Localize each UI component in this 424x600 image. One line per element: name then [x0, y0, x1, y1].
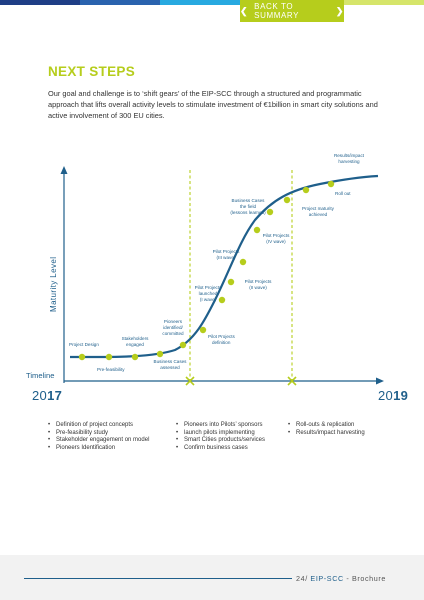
label-pilot-iv-line2: (IV wave) [266, 239, 286, 244]
year-end-suffix: 19 [393, 388, 409, 403]
page-title: NEXT STEPS [48, 64, 136, 79]
label-project-maturity-line1: Project maturity [302, 206, 335, 211]
footer-brand: EIP-SCC [310, 574, 344, 583]
top-bar-segment-2 [80, 0, 160, 5]
label-business-cases-assessed-line1: Business Cases [154, 359, 188, 364]
list-item: Pre-feasibility study [48, 430, 170, 438]
list-item: Smart Cities products/services [176, 437, 288, 445]
label-pilot-iii-line2: (III wave) [217, 255, 236, 260]
label-pioneers-line2: identified/ [163, 325, 183, 330]
label-bc-field-line2: the field [240, 204, 257, 209]
milestone-dot [266, 208, 274, 216]
list-item: Pioneers into Pilots’ sponsors [176, 422, 288, 430]
milestone-dot [283, 196, 291, 204]
y-axis-label: Maturity Level [49, 257, 58, 312]
label-pilot-launched-line3: (I wave) [200, 297, 217, 302]
chevron-left-icon: ❮ [240, 5, 249, 16]
phase-column-2: Pioneers into Pilots’ sponsors launch pi… [176, 422, 288, 452]
footer-doc: Brochure [352, 574, 386, 583]
list-item: Confirm business cases [176, 445, 288, 453]
milestone-dot [105, 353, 113, 361]
maturity-curve [69, 174, 379, 359]
milestone-dot [131, 353, 139, 361]
milestone-dot [327, 180, 335, 188]
label-pre-feasibility: Pre-feasibility [97, 367, 125, 372]
milestone-dot [227, 278, 235, 286]
label-bc-field-line1: Business Cases [232, 198, 266, 203]
y-axis-arrow-icon [60, 166, 68, 174]
list-item: Pioneers Identification [48, 445, 170, 453]
milestone-dot [199, 326, 207, 334]
label-business-cases-assessed-line2: assessed [160, 365, 180, 370]
label-pilot-launched-line2: launched [199, 291, 218, 296]
footer-separator: / [305, 574, 308, 583]
list-item: Roll-outs & replication [288, 422, 388, 430]
label-pilot-ii-line1: Pilot Projects [245, 279, 273, 284]
x-axis-arrow-icon [376, 377, 384, 385]
top-bar-segment-3 [160, 0, 240, 5]
label-pilot-iii-line1: Pilot Projects [213, 249, 241, 254]
label-project-design: Project Design [69, 342, 99, 347]
year-start-suffix: 17 [47, 388, 63, 403]
label-pilot-ii-line2: (II wave) [249, 285, 267, 290]
milestone-dot [302, 186, 310, 194]
label-project-maturity-line2: achieved [309, 212, 328, 217]
list-item: launch pilots implementing [176, 430, 288, 438]
label-pilot-launched-line1: Pilot Projects [195, 285, 223, 290]
label-roll-out: Roll out [335, 191, 351, 196]
chevron-right-icon: ❯ [335, 5, 344, 16]
page-footer: 24/ EIP-SCC - Brochure [296, 574, 386, 583]
list-item: Definition of project concepts [48, 422, 170, 430]
label-pioneers-line1: Pioneers [164, 319, 183, 324]
milestone-dot [218, 296, 226, 304]
year-end: 2019 [378, 388, 408, 403]
label-bc-field-line3: (lessons learned) [230, 210, 266, 215]
top-bar-segment-1 [0, 0, 80, 5]
intro-paragraph: Our goal and challenge is to ‘shift gear… [48, 89, 378, 120]
label-results-line1: Results/impact [334, 153, 365, 158]
page-number: 24 [296, 574, 306, 583]
milestone-dot [179, 341, 187, 349]
label-stakeholders-line1: Stakeholders [122, 336, 150, 341]
list-item: Stakeholder engagement on model [48, 437, 170, 445]
footer-divider [24, 578, 292, 579]
phase-column-1: Definition of project concepts Pre-feasi… [48, 422, 170, 452]
x-axis-label: Timeline [26, 371, 54, 380]
label-pioneers-line3: committed [162, 331, 184, 336]
milestone-dots [78, 180, 335, 361]
phase-marker-x-icon-1 [185, 376, 195, 386]
milestone-dot [253, 226, 261, 234]
label-results-line2: harvesting [338, 159, 360, 164]
list-item: Results/impact harvesting [288, 430, 388, 438]
footer-dash: - [346, 574, 350, 583]
phase-marker-x-icon-2 [287, 376, 297, 386]
back-to-summary-button[interactable]: ❮ BACK TO SUMMARY ❯ [240, 0, 344, 22]
milestone-dot [78, 353, 86, 361]
milestone-dot [239, 258, 247, 266]
milestone-dot [156, 350, 164, 358]
label-pilot-definition-line1: Pilot Projects [208, 334, 236, 339]
label-stakeholders-line2: engaged [126, 342, 144, 347]
label-pilot-iv-line1: Pilot Projects [263, 233, 291, 238]
label-pilot-definition-line2: definition [212, 340, 231, 345]
footer [0, 555, 424, 600]
phase-column-3: Roll-outs & replication Results/impact h… [288, 422, 388, 437]
year-start-prefix: 20 [32, 388, 48, 403]
year-start: 2017 [32, 388, 62, 403]
back-to-summary-label: BACK TO SUMMARY [254, 2, 300, 20]
year-end-prefix: 20 [378, 388, 394, 403]
